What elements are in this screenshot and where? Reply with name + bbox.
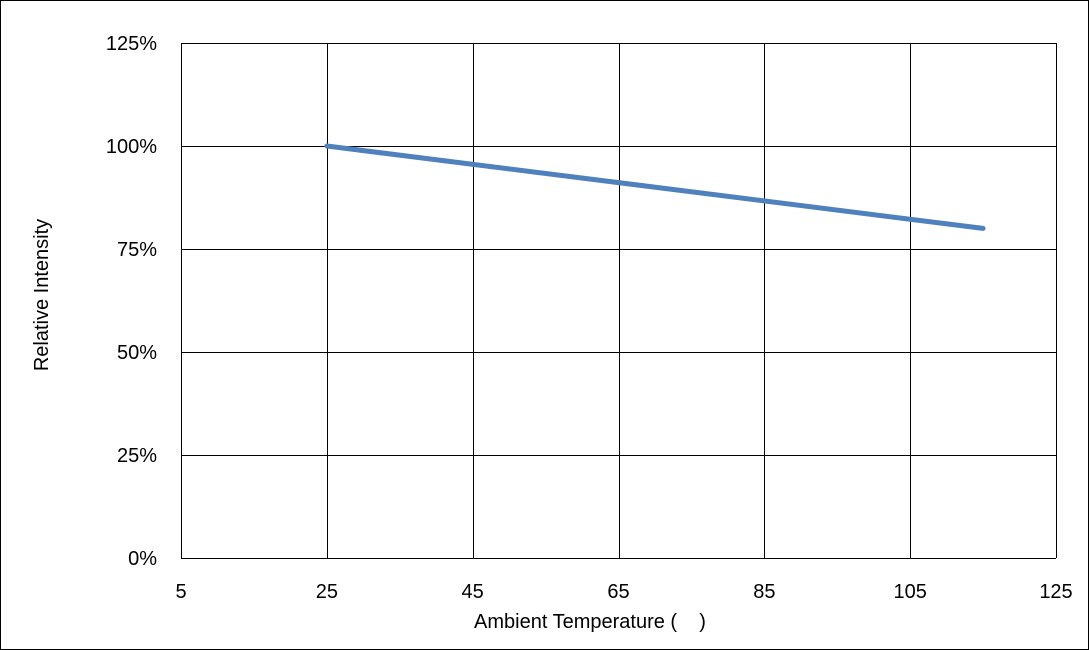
- x-tick-label: 125: [1039, 581, 1072, 603]
- y-tick-label: 25%: [117, 445, 157, 467]
- x-tick-label: 65: [607, 581, 629, 603]
- x-axis-title: Ambient Temperature ( ): [474, 611, 706, 633]
- y-tick-label: 50%: [117, 342, 157, 364]
- y-tick-label: 100%: [106, 136, 157, 158]
- y-tick-label: 75%: [117, 239, 157, 261]
- series-layer: [324, 143, 986, 231]
- x-tick-label: 85: [753, 581, 775, 603]
- grid-lines: [181, 43, 1057, 559]
- x-axis-ticks: 5 25 45 65 85 105 125: [175, 581, 1072, 603]
- x-tick-label: 45: [462, 581, 484, 603]
- y-axis-title: Relative Intensity: [31, 219, 53, 371]
- y-tick-label: 125%: [106, 33, 157, 55]
- y-axis-ticks: 0% 25% 50% 75% 100% 125%: [106, 33, 157, 570]
- x-tick-label: 5: [175, 581, 186, 603]
- series-line: [324, 143, 986, 231]
- y-tick-label: 0%: [128, 548, 157, 570]
- x-tick-label: 25: [316, 581, 338, 603]
- x-tick-label: 105: [893, 581, 926, 603]
- plot-area: [181, 43, 1056, 558]
